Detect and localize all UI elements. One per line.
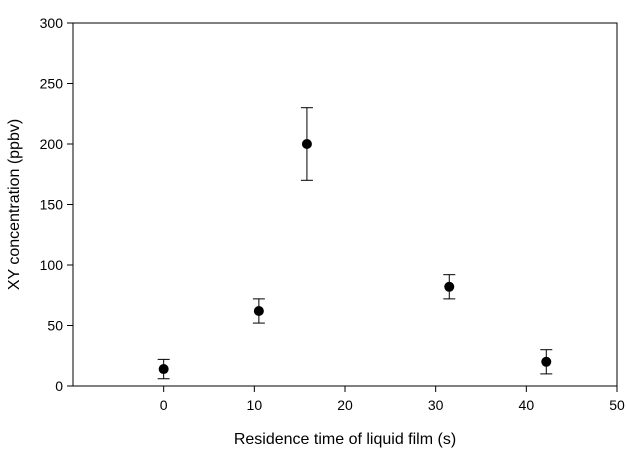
- data-point: [158, 364, 169, 375]
- data-series: [157, 107, 553, 380]
- data-point: [541, 356, 552, 367]
- y-tick-label: 0: [55, 378, 63, 394]
- data-point: [301, 139, 312, 149]
- y-tick-label: 100: [40, 257, 64, 273]
- x-tick-label: 50: [609, 397, 625, 413]
- x-tick-label: 20: [337, 397, 353, 413]
- x-tick-label: 30: [428, 397, 444, 413]
- plot-frame: [72, 22, 618, 387]
- data-point: [444, 281, 455, 292]
- x-axis: 0 10 20 30 40 50: [160, 386, 625, 413]
- y-tick-label: 50: [47, 318, 63, 334]
- y-tick-label: 250: [40, 76, 64, 92]
- x-axis-title: Residence time of liquid film (s): [234, 431, 456, 448]
- x-tick-label: 40: [519, 397, 535, 413]
- y-tick-label: 300: [40, 15, 64, 31]
- data-point: [253, 305, 264, 316]
- y-tick-label: 200: [40, 136, 64, 152]
- x-tick-label: 10: [247, 397, 263, 413]
- y-axis-title: XY concentration (ppbv): [6, 119, 23, 290]
- x-tick-label: 0: [160, 397, 168, 413]
- y-tick-label: 150: [40, 197, 64, 213]
- y-axis: 0 50 100 150 200 250 300: [40, 15, 73, 394]
